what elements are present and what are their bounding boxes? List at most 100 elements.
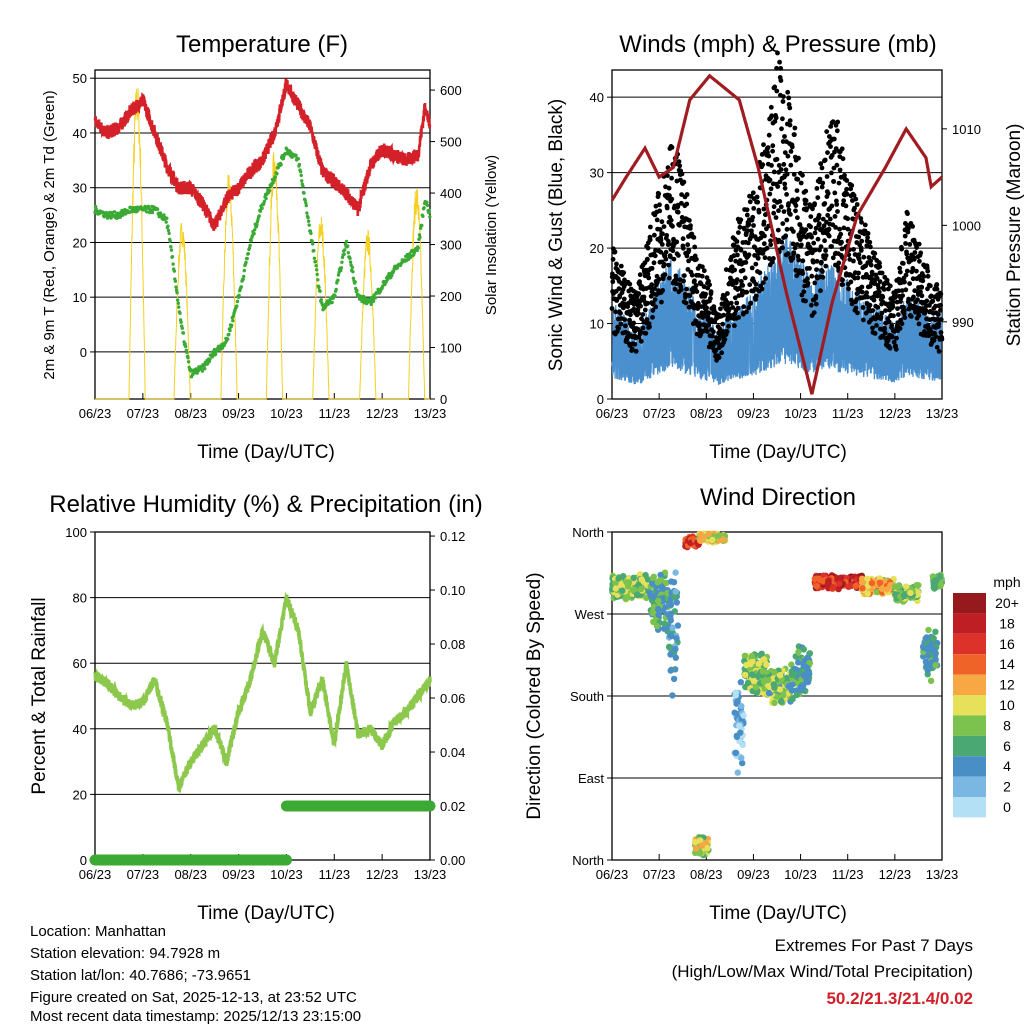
gust-point [851,258,856,264]
dewpoint-point [418,226,423,230]
gust-point [826,233,832,239]
wind-direction-point [771,699,778,707]
gust-point [667,254,673,260]
gust-point [636,291,642,297]
gust-point [809,302,814,308]
wind-direction-point [732,749,740,756]
gust-point [649,282,655,287]
gust-point [725,291,730,296]
gust-point [664,233,670,238]
solar-insolation-line [95,88,430,400]
gust-point [621,305,626,311]
y2-tick-label: 200 [440,289,462,304]
wind-direction-point [925,644,932,651]
dewpoint-point [304,203,308,208]
gust-point [776,163,782,168]
y-tick-label: 80 [73,591,87,606]
wind-direction-point [852,582,860,589]
gust-point [694,256,699,262]
gust-point [751,206,757,211]
gust-point [650,314,655,320]
gust-point [831,165,837,171]
gust-point [819,165,825,171]
gust-point [905,211,910,217]
gust-point [787,105,793,111]
x-tick-label: 12/23 [879,867,912,882]
dewpoint-point [340,260,344,264]
gust-point [745,228,750,234]
dewpoint-point [320,303,325,307]
gust-point [825,212,831,218]
dewpoint-point [324,304,328,308]
gust-point [638,338,644,344]
dewpoint-point [318,289,322,293]
gust-point [772,84,778,90]
gust-point [859,284,865,290]
gust-point [721,312,727,318]
gust-point [657,202,662,208]
wind-direction-point [937,581,945,588]
gust-point [844,191,850,197]
gust-point [792,132,797,138]
gust-point [738,247,744,253]
gust-point [744,289,750,295]
gust-point [780,245,785,251]
dewpoint-point [166,224,170,228]
gust-point [699,273,705,279]
dewpoint-point [178,311,182,315]
wind-direction-point [927,677,935,684]
wind-direction-point [920,653,927,660]
gust-point [824,174,830,179]
gust-point [899,321,905,327]
dewpoint-point [343,248,347,252]
dewpoint-point [200,369,205,373]
wind-direction-point [737,729,744,736]
gust-point [795,196,800,202]
gust-point [775,184,781,190]
gust-point [930,298,936,304]
gust-point [834,162,840,168]
gust-point [755,255,761,261]
gust-point [783,233,789,239]
y2-tick-label: 300 [440,238,462,253]
gust-point [775,227,781,233]
dewpoint-point [235,299,240,304]
dewpoint-point [249,239,253,243]
gust-point [925,273,931,279]
latlon-text: Station lat/lon: 40.7686; -73.9651 [30,967,251,984]
gust-point [736,315,741,320]
gust-point [820,274,826,280]
dewpoint-point [316,278,320,282]
gust-point [661,224,667,230]
gust-point [912,250,918,255]
gust-point [654,217,660,223]
y-tick-label: 20 [73,787,87,802]
dewpoint-point [355,288,359,293]
wind-direction-point [736,722,743,729]
gust-point [657,227,663,232]
wind-direction-point [667,602,674,609]
gust-point [818,244,824,250]
y2-tick-label: 0.12 [440,529,465,544]
wind-direction-point [789,681,796,688]
gust-point [666,185,672,191]
gust-point [838,231,844,237]
gust-point [708,289,714,295]
gust-point [665,173,670,179]
gust-point [790,255,796,261]
gust-point [678,287,684,292]
y-tick-label: East [578,771,604,786]
gust-point [747,282,753,288]
dewpoint-point [390,273,394,278]
wind-direction-point [622,595,629,602]
x-tick-label: 07/23 [643,867,676,882]
extremes-values: 50.2/21.3/21.4/0.02 [826,989,973,1008]
dewpoint-point [120,213,125,217]
wind-direction-point [742,671,749,679]
gust-point [786,201,791,207]
gust-point [741,304,747,310]
wind-direction-point [716,532,723,539]
gust-point [782,181,788,187]
gust-point [622,317,628,322]
wind-direction-point [925,626,932,634]
